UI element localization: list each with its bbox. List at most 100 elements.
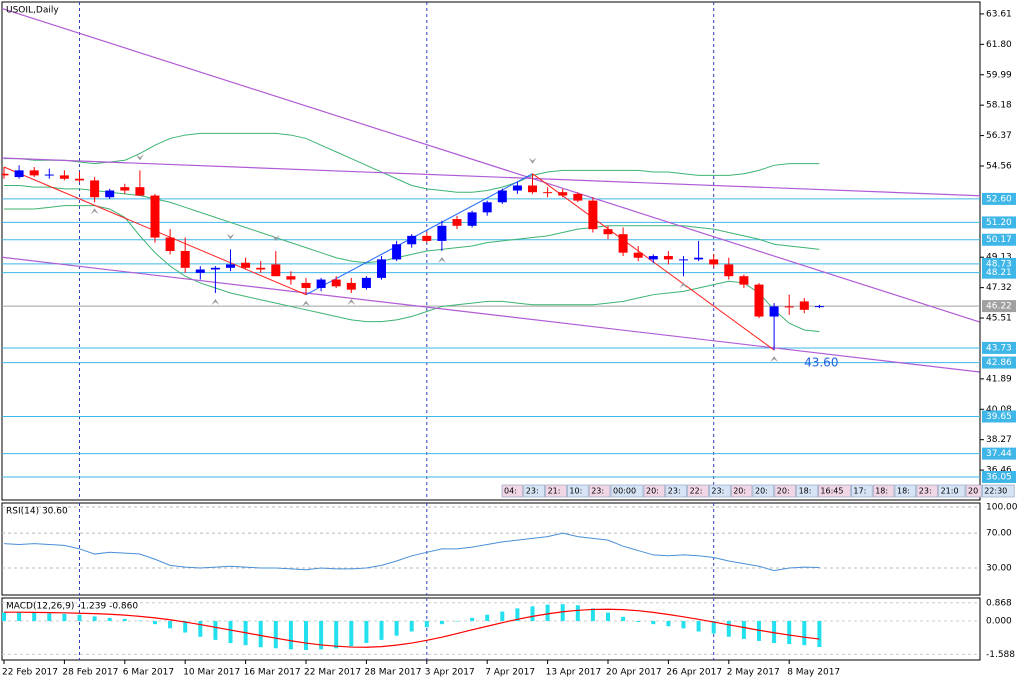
status-text: 23: (668, 487, 681, 496)
macd-bar (168, 620, 173, 629)
candle-body (709, 259, 719, 265)
fractal-down (437, 257, 446, 263)
macd-tick-label: 0.868 (986, 598, 1012, 608)
macd-bar (32, 613, 37, 621)
axes: 63.61 61.80 59.99 58.18 56.37 54.56 49.13 47.32… (2, 9, 1018, 677)
candle-body (739, 276, 749, 285)
macd-panel (1, 597, 981, 661)
candle-body (346, 282, 356, 290)
candle-body (44, 174, 54, 176)
candle-body (210, 267, 220, 270)
x-tick-label: 20 Apr 2017 (606, 668, 662, 678)
candle-body (105, 190, 115, 198)
macd-bar (304, 620, 308, 650)
fractal-up (271, 235, 280, 241)
macd-bar (364, 620, 369, 644)
rsi-line (3, 532, 820, 572)
candle-body (618, 234, 628, 253)
macd-bar (651, 620, 656, 625)
y-tick-label: 49.13 (986, 253, 1012, 263)
level-label-bg (982, 266, 1016, 279)
candle-body (663, 256, 673, 260)
macd-bar (575, 605, 580, 621)
fractal-down (211, 299, 220, 306)
status-text: 20: (646, 487, 659, 496)
macd-bar (817, 620, 822, 648)
status-text: 18: (875, 487, 888, 496)
y-tick-label: 40.08 (986, 405, 1012, 415)
y-tick-label: 41.89 (986, 374, 1012, 384)
level-label: 52.60 (986, 194, 1012, 204)
candle-body (407, 235, 417, 245)
macd-bar (485, 614, 490, 621)
y-tick-label: 59.99 (986, 70, 1012, 80)
level-label: 42.86 (986, 358, 1012, 368)
level-label-bg (982, 410, 1016, 423)
macd-bar (198, 620, 203, 637)
macd-plot (2, 598, 980, 660)
status-text: 22: (690, 487, 703, 496)
candle-body (331, 279, 341, 287)
rsi-tick-label: 100.00 (986, 503, 1018, 513)
status-box (567, 484, 589, 498)
level-label: 43.73 (986, 343, 1012, 353)
macd-bar (379, 620, 384, 640)
main-panel (1, 1, 981, 501)
macd-bar (439, 620, 444, 625)
candle-body (75, 178, 84, 181)
fractal-up (135, 154, 144, 161)
candle-body (150, 195, 160, 238)
candle-body (226, 264, 235, 268)
candle-body (754, 284, 764, 317)
y-tick-label: 61.80 (986, 40, 1012, 50)
status-box (588, 484, 611, 498)
level-label-bg (982, 216, 1016, 229)
status-text: 20: (777, 487, 790, 496)
candle-body (814, 306, 824, 308)
x-tick-label: 28 Feb 2017 (62, 668, 118, 678)
candle-body (422, 235, 432, 241)
macd-bar (515, 608, 520, 621)
candle-body (784, 306, 794, 308)
candle-body (603, 229, 613, 235)
status-box (894, 484, 917, 498)
candle-body (633, 252, 643, 258)
status-box (796, 484, 818, 498)
macd-bar (681, 620, 686, 629)
candle-body (392, 244, 402, 260)
status-box (851, 484, 873, 498)
status-text: 18: (897, 487, 910, 496)
candle-body (195, 269, 205, 273)
candle-body (679, 259, 688, 261)
x-tick-label: 3 Apr 2017 (425, 668, 475, 678)
rsi-panel (1, 502, 981, 596)
fractal-down (302, 300, 310, 307)
macd-bar (62, 613, 67, 621)
candle-body (512, 185, 522, 191)
status-box (872, 484, 895, 498)
macd-signal (4, 608, 820, 648)
status-box (916, 484, 938, 498)
level-label: 50.17 (986, 235, 1012, 245)
rsi-tick-label: 30.00 (986, 563, 1012, 573)
macd-bar (319, 620, 324, 650)
status-box (730, 484, 753, 498)
candle-body (528, 185, 537, 193)
candle-body (316, 279, 326, 288)
band-middle (4, 184, 820, 264)
macd-bar (2, 612, 6, 621)
status-text: 23: (591, 487, 604, 496)
macd-bar (606, 612, 610, 621)
macd-bar (787, 620, 792, 645)
rsi-tick-label: 70.00 (986, 529, 1012, 539)
y-tick-label: 36.46 (986, 466, 1012, 476)
fractal-down (770, 356, 779, 363)
macd-bar (711, 620, 716, 634)
macd-bar (636, 620, 641, 623)
candle-body (377, 259, 386, 278)
macd-bar (741, 620, 746, 639)
status-box (938, 484, 966, 498)
candle-body (694, 257, 704, 260)
level-label: 36.05 (986, 472, 1012, 482)
y-tick-label: 54.56 (986, 161, 1012, 171)
